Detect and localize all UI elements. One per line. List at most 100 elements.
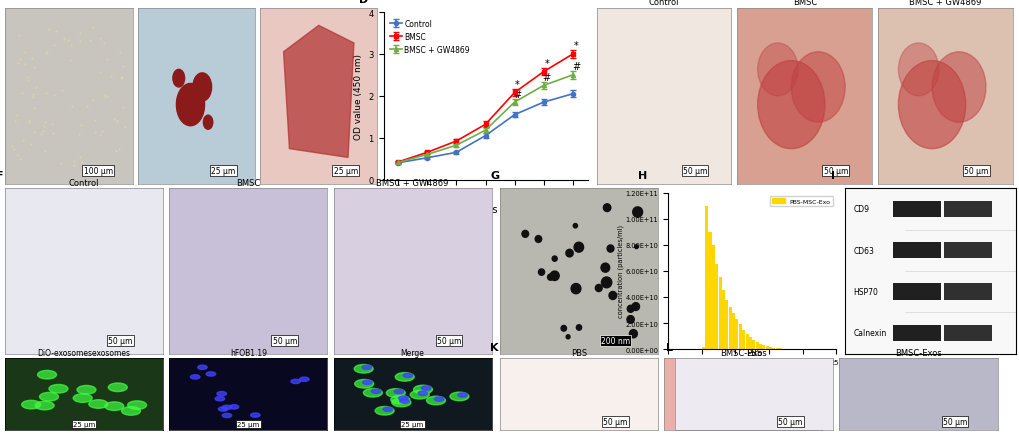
- Bar: [748, 338, 751, 349]
- Text: CD9: CD9: [852, 205, 868, 214]
- Bar: [717, 278, 720, 349]
- Circle shape: [403, 373, 413, 378]
- Text: Control: Control: [648, 0, 679, 7]
- Text: *: *: [544, 59, 548, 69]
- Circle shape: [394, 373, 414, 381]
- Circle shape: [603, 204, 610, 212]
- FancyBboxPatch shape: [892, 284, 940, 300]
- Circle shape: [601, 277, 611, 288]
- Bar: [735, 319, 738, 349]
- Circle shape: [222, 413, 231, 418]
- Circle shape: [76, 385, 96, 394]
- Bar: [752, 340, 754, 349]
- Circle shape: [791, 53, 845, 123]
- Circle shape: [108, 383, 127, 392]
- X-axis label: Days: Days: [473, 204, 497, 214]
- Text: BMSC + GW4869: BMSC + GW4869: [909, 0, 980, 7]
- Circle shape: [391, 398, 411, 407]
- Text: BMSC: BMSC: [236, 178, 260, 187]
- Text: F: F: [0, 171, 3, 181]
- Circle shape: [375, 407, 393, 415]
- Circle shape: [566, 335, 570, 339]
- FancyBboxPatch shape: [943, 201, 990, 218]
- Circle shape: [410, 391, 429, 399]
- Circle shape: [434, 397, 443, 401]
- Circle shape: [290, 379, 301, 384]
- Circle shape: [608, 292, 616, 300]
- Text: 200 nm: 200 nm: [600, 336, 629, 345]
- Circle shape: [632, 207, 642, 218]
- Circle shape: [560, 326, 566, 331]
- Circle shape: [355, 380, 373, 388]
- Circle shape: [105, 402, 123, 411]
- Text: Calnexin: Calnexin: [852, 329, 886, 338]
- Circle shape: [362, 365, 371, 370]
- Circle shape: [730, 378, 787, 403]
- Text: 25 µm: 25 µm: [237, 421, 259, 427]
- Text: 50 µm: 50 µm: [682, 167, 706, 176]
- Circle shape: [931, 53, 985, 123]
- Bar: [768, 347, 771, 349]
- Text: #: #: [542, 73, 550, 83]
- Text: 50 µm: 50 µm: [272, 336, 297, 345]
- Circle shape: [695, 379, 758, 408]
- Circle shape: [217, 391, 226, 396]
- Circle shape: [522, 231, 528, 238]
- Circle shape: [538, 269, 544, 276]
- Circle shape: [251, 413, 260, 418]
- Circle shape: [600, 263, 609, 273]
- Circle shape: [193, 74, 211, 102]
- Circle shape: [206, 372, 215, 376]
- Bar: [765, 346, 768, 349]
- Text: BMSCs: BMSCs: [957, 367, 977, 383]
- Circle shape: [21, 400, 41, 409]
- Circle shape: [634, 245, 638, 249]
- Circle shape: [595, 285, 601, 292]
- FancyBboxPatch shape: [943, 284, 990, 300]
- Bar: [771, 348, 774, 349]
- Circle shape: [757, 61, 824, 149]
- Bar: [732, 313, 735, 349]
- Circle shape: [627, 306, 634, 312]
- Circle shape: [573, 224, 577, 228]
- Text: CD63: CD63: [852, 246, 873, 255]
- Bar: [758, 344, 761, 349]
- Circle shape: [627, 316, 634, 323]
- Text: 50 µm: 50 µm: [963, 167, 987, 176]
- Text: 25 µm: 25 µm: [73, 421, 95, 427]
- Circle shape: [393, 389, 404, 394]
- Text: #: #: [513, 90, 521, 100]
- Text: G: G: [490, 171, 499, 181]
- Bar: [704, 206, 707, 349]
- Circle shape: [421, 386, 430, 390]
- Text: 25 µm: 25 µm: [401, 421, 423, 427]
- Circle shape: [449, 392, 469, 401]
- Circle shape: [121, 407, 141, 415]
- Bar: [711, 245, 714, 349]
- Circle shape: [566, 250, 573, 257]
- Text: 50 µm: 50 µm: [942, 417, 966, 426]
- Circle shape: [413, 385, 432, 394]
- Text: HSP70: HSP70: [852, 287, 877, 296]
- Text: I: I: [830, 171, 834, 181]
- Legend: Control, BMSC, BMSC + GW4869: Control, BMSC, BMSC + GW4869: [387, 17, 473, 57]
- Text: 50 µm: 50 µm: [436, 336, 461, 345]
- Text: 50 µm: 50 µm: [822, 167, 847, 176]
- FancyBboxPatch shape: [943, 242, 990, 259]
- Circle shape: [547, 274, 553, 280]
- Circle shape: [215, 397, 224, 401]
- Circle shape: [218, 407, 227, 411]
- Text: 50 µm: 50 µm: [108, 336, 132, 345]
- Circle shape: [40, 392, 58, 401]
- Text: #: #: [572, 62, 580, 72]
- Text: Merge: Merge: [400, 349, 424, 357]
- Bar: [745, 334, 748, 349]
- Y-axis label: concentration (particles/ml): concentration (particles/ml): [616, 225, 624, 318]
- Polygon shape: [283, 26, 354, 158]
- Text: exosomes: exosomes: [902, 367, 930, 389]
- Text: PBS: PBS: [571, 349, 586, 357]
- Circle shape: [535, 236, 541, 243]
- Circle shape: [371, 389, 380, 394]
- Circle shape: [222, 405, 231, 410]
- Text: DiO-exosomesexosomes: DiO-exosomesexosomes: [38, 349, 130, 357]
